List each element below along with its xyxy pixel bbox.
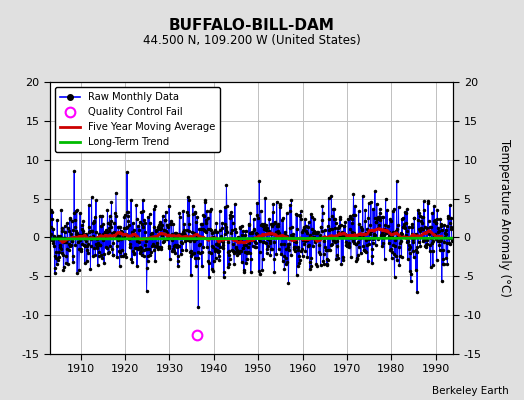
Text: 44.500 N, 109.200 W (United States): 44.500 N, 109.200 W (United States)	[143, 34, 361, 47]
Text: BUFFALO-BILL-DAM: BUFFALO-BILL-DAM	[169, 18, 334, 33]
Text: Berkeley Earth: Berkeley Earth	[432, 386, 508, 396]
Legend: Raw Monthly Data, Quality Control Fail, Five Year Moving Average, Long-Term Tren: Raw Monthly Data, Quality Control Fail, …	[55, 87, 220, 152]
Y-axis label: Temperature Anomaly (°C): Temperature Anomaly (°C)	[498, 139, 511, 297]
